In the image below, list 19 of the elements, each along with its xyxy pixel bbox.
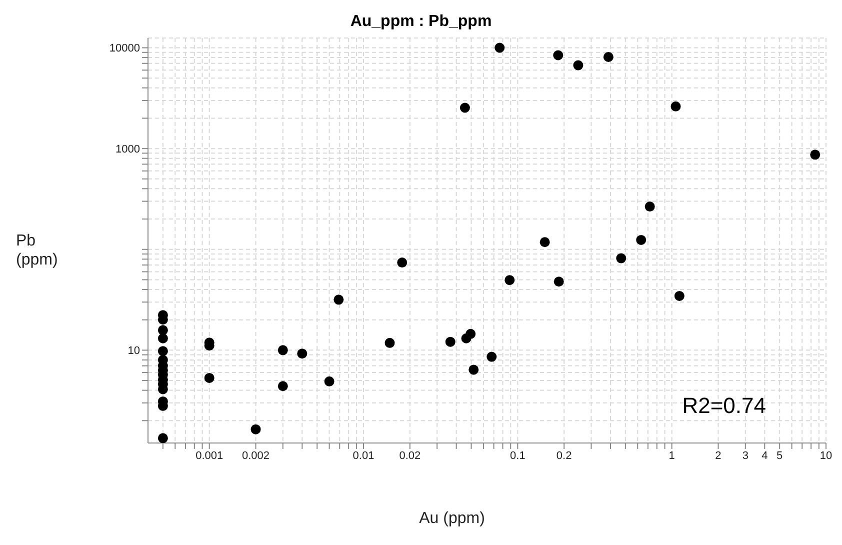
y-tick-label: 1000 <box>116 143 140 156</box>
x-axis-title: Au (ppm) <box>419 510 485 527</box>
x-tick-label: 0.02 <box>399 450 421 462</box>
x-tick-label: 0.01 <box>352 450 374 462</box>
x-tick-label: 0.2 <box>556 450 572 462</box>
x-tick-label: 10 <box>820 450 832 462</box>
y-tick-label: 10000 <box>109 42 140 55</box>
x-tick-label: 4 <box>762 450 768 462</box>
x-tick-label: 0.001 <box>196 450 224 462</box>
x-tick-label: 3 <box>742 450 748 462</box>
y-tick-label: 10 <box>128 345 140 358</box>
x-tick-label: 2 <box>715 450 722 462</box>
y-axis-title: Pb (ppm) <box>16 232 58 268</box>
annotation: R2=0.74 <box>682 393 766 418</box>
chart-title: Au_ppm : Pb_ppm <box>350 13 492 30</box>
x-tick-label: 0.1 <box>510 450 526 462</box>
x-tick-label: 0.002 <box>242 450 270 462</box>
x-tick-label: 1 <box>668 450 675 462</box>
x-tick-label: 5 <box>776 450 783 462</box>
